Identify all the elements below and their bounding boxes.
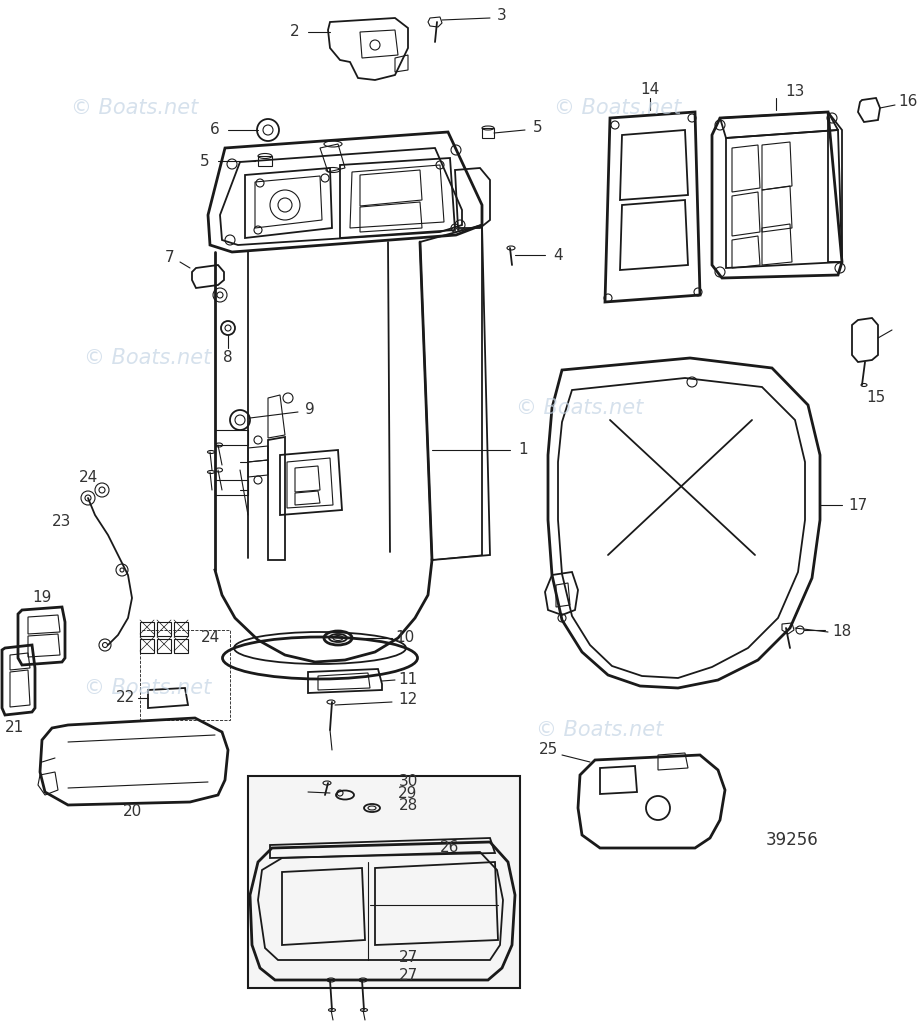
Bar bbox=[157, 622, 171, 636]
Text: © Boats.net: © Boats.net bbox=[537, 720, 664, 740]
Text: 12: 12 bbox=[398, 693, 418, 708]
Text: 6: 6 bbox=[210, 123, 219, 137]
Text: 4: 4 bbox=[553, 248, 562, 263]
Text: 26: 26 bbox=[441, 841, 460, 855]
Text: 18: 18 bbox=[833, 624, 852, 639]
Text: © Boats.net: © Boats.net bbox=[85, 678, 212, 698]
Bar bbox=[157, 639, 171, 653]
Bar bbox=[140, 639, 154, 653]
Text: © Boats.net: © Boats.net bbox=[85, 348, 212, 368]
Text: 5: 5 bbox=[533, 121, 543, 135]
Text: 3: 3 bbox=[497, 7, 507, 23]
Text: 28: 28 bbox=[398, 799, 418, 813]
Text: 11: 11 bbox=[398, 672, 418, 687]
Text: 17: 17 bbox=[848, 497, 868, 513]
Bar bbox=[174, 622, 188, 636]
Text: 24: 24 bbox=[78, 471, 98, 486]
Text: 15: 15 bbox=[867, 391, 886, 405]
Text: 30: 30 bbox=[398, 773, 418, 789]
Text: 23: 23 bbox=[53, 515, 72, 530]
Bar bbox=[248, 776, 520, 988]
Text: 22: 22 bbox=[115, 691, 135, 706]
Text: 27: 27 bbox=[398, 968, 418, 982]
Text: 2: 2 bbox=[290, 25, 300, 40]
Text: 8: 8 bbox=[223, 351, 233, 365]
Text: 14: 14 bbox=[641, 83, 659, 97]
Bar bbox=[140, 622, 154, 636]
Text: 1: 1 bbox=[518, 443, 527, 457]
Text: 19: 19 bbox=[32, 590, 52, 606]
Text: 25: 25 bbox=[538, 743, 558, 757]
Text: © Boats.net: © Boats.net bbox=[516, 398, 644, 418]
Text: © Boats.net: © Boats.net bbox=[71, 98, 198, 118]
Text: 16: 16 bbox=[898, 94, 917, 109]
Text: 39256: 39256 bbox=[765, 831, 819, 849]
Text: 21: 21 bbox=[5, 720, 24, 736]
Text: 29: 29 bbox=[398, 786, 418, 801]
Text: 7: 7 bbox=[165, 251, 175, 266]
Text: 10: 10 bbox=[396, 630, 415, 646]
Text: 9: 9 bbox=[305, 402, 315, 417]
Text: 20: 20 bbox=[123, 804, 142, 819]
Text: 27: 27 bbox=[398, 950, 418, 966]
Bar bbox=[140, 630, 230, 720]
Text: 13: 13 bbox=[786, 85, 805, 99]
Text: © Boats.net: © Boats.net bbox=[554, 98, 681, 118]
Text: 24: 24 bbox=[200, 630, 219, 646]
Text: 5: 5 bbox=[200, 154, 210, 170]
Bar bbox=[174, 639, 188, 653]
